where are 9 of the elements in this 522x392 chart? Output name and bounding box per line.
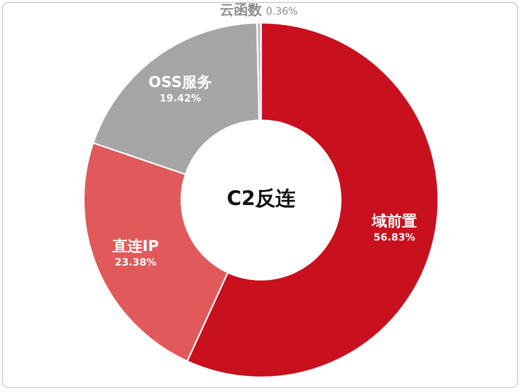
slice-label: 域前置	[370, 212, 417, 230]
data-label: 56.83%	[374, 232, 416, 244]
data-label: 19.42%	[159, 94, 202, 105]
slice-label: 直连IP	[111, 236, 159, 255]
data-label: 0.36%	[266, 6, 298, 18]
slice-label: 云函数	[220, 2, 263, 18]
data-label: 23.38%	[114, 258, 156, 269]
text: C2反连	[226, 186, 296, 210]
slice-label: OSS服务	[148, 72, 212, 91]
